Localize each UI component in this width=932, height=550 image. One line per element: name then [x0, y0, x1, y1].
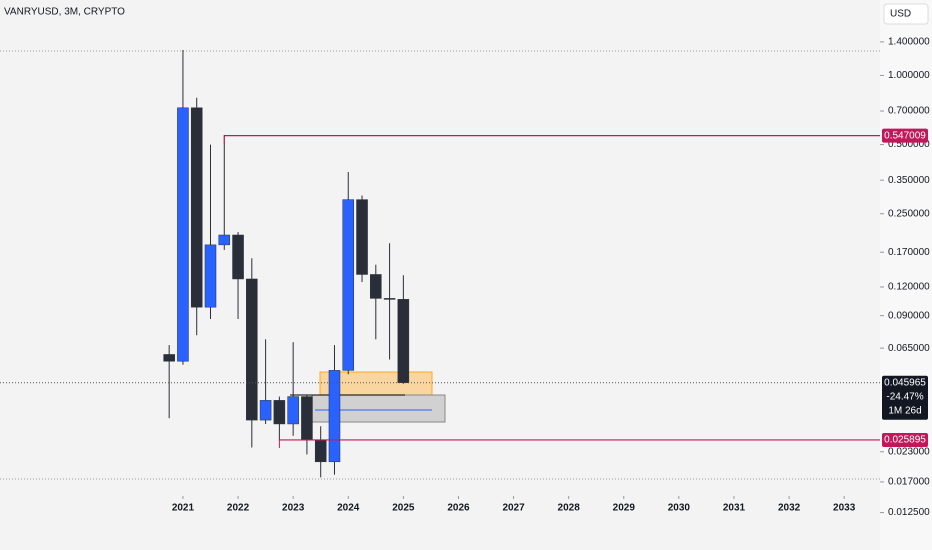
y-tick-label: 0.250000 — [888, 208, 930, 219]
candle-body — [370, 274, 382, 299]
candle-body — [383, 298, 396, 300]
y-tick-label: 0.065000 — [888, 343, 930, 354]
candle-body — [177, 107, 189, 362]
candle-body — [204, 244, 217, 308]
y-tick-label: 0.012500 — [888, 507, 930, 518]
x-tick-label: 2027 — [502, 503, 525, 514]
x-tick-label: 2029 — [613, 503, 636, 514]
x-tick-label: 2025 — [392, 503, 415, 514]
currency-box — [883, 3, 929, 25]
x-tick-label: 2021 — [172, 503, 195, 514]
y-tick-label: 1.000000 — [888, 70, 930, 81]
y-tick-label: 1.400000 — [888, 37, 930, 48]
level-label: 0.547009 — [884, 130, 926, 141]
price-axis-background — [880, 0, 932, 550]
candle-body — [273, 400, 286, 425]
x-tick-label: 2022 — [227, 503, 250, 514]
level-label-box — [882, 432, 928, 447]
last-price-label: 0.045965 — [884, 377, 926, 388]
x-tick-label: 2024 — [337, 503, 360, 514]
x-tick-label: 2033 — [833, 503, 856, 514]
y-tick-label: 0.500000 — [888, 139, 930, 150]
candle-body — [356, 199, 368, 275]
candle-body — [301, 396, 313, 441]
x-tick-label: 2023 — [282, 503, 305, 514]
candle-body — [259, 400, 272, 421]
candle-body — [218, 234, 231, 246]
x-tick-label: 2028 — [558, 503, 581, 514]
last-price-box — [882, 375, 928, 420]
y-tick-label: 0.350000 — [888, 175, 930, 186]
candle-body — [287, 396, 299, 425]
y-tick-label: 0.090000 — [888, 310, 930, 321]
candle-body — [232, 234, 244, 280]
x-tick-label: 2031 — [723, 503, 746, 514]
y-tick-label: 0.017000 — [888, 477, 930, 488]
x-tick-label: 2026 — [447, 503, 470, 514]
change-label: -24.47% — [886, 391, 923, 402]
candle-body — [342, 199, 355, 371]
y-tick-label: 0.700000 — [888, 106, 930, 117]
x-tick-label: 2032 — [778, 503, 801, 514]
candle-body — [163, 354, 175, 362]
level-label-box — [882, 128, 928, 143]
date-axis-background — [0, 496, 880, 520]
symbol-title: VANRYUSD, 3M, CRYPTO — [4, 7, 125, 18]
y-tick-label: 0.170000 — [888, 247, 930, 258]
x-tick-label: 2030 — [668, 503, 691, 514]
y-tick-label: 0.023000 — [888, 446, 930, 457]
candle-body — [397, 299, 410, 383]
candle-body — [328, 370, 341, 463]
candle-body — [314, 439, 327, 463]
y-tick-label: 0.120000 — [888, 282, 930, 293]
candle-body — [190, 107, 203, 308]
plot-background — [0, 0, 880, 550]
countdown-label: 1M 26d — [888, 405, 921, 416]
currency: USD — [890, 9, 911, 20]
level-label: 0.025895 — [884, 435, 926, 446]
candle-body — [246, 278, 258, 421]
